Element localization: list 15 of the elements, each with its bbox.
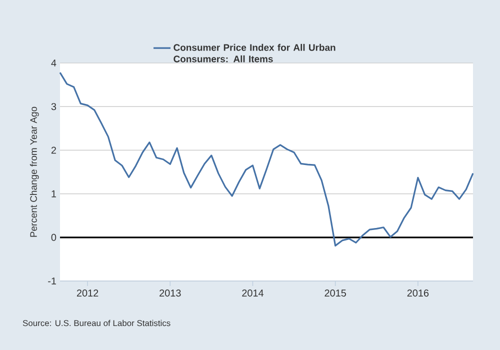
x-tick-label: 2014 — [242, 290, 264, 297]
x-tick-label: 2016 — [407, 290, 429, 297]
x-tick-label: 2013 — [160, 290, 181, 297]
y-axis-title: Percent Change from Year Ago — [30, 106, 39, 237]
y-tick-label: 0 — [51, 234, 56, 241]
x-tick-label: 2015 — [324, 290, 346, 297]
y-tick-label: 3 — [51, 103, 56, 110]
source-note: Source: U.S. Bureau of Labor Statistics — [22, 320, 170, 326]
y-tick-label: 4 — [51, 60, 56, 66]
x-tick-label: 2012 — [76, 290, 98, 297]
y-tick-label: 2 — [51, 146, 56, 154]
legend-label: Consumer Price Index for All Urban Consumers: All Items — [174, 44, 336, 62]
y-tick-label: 1 — [52, 190, 56, 198]
y-tick-label: -1 — [48, 278, 56, 284]
line-series — [59, 72, 474, 246]
